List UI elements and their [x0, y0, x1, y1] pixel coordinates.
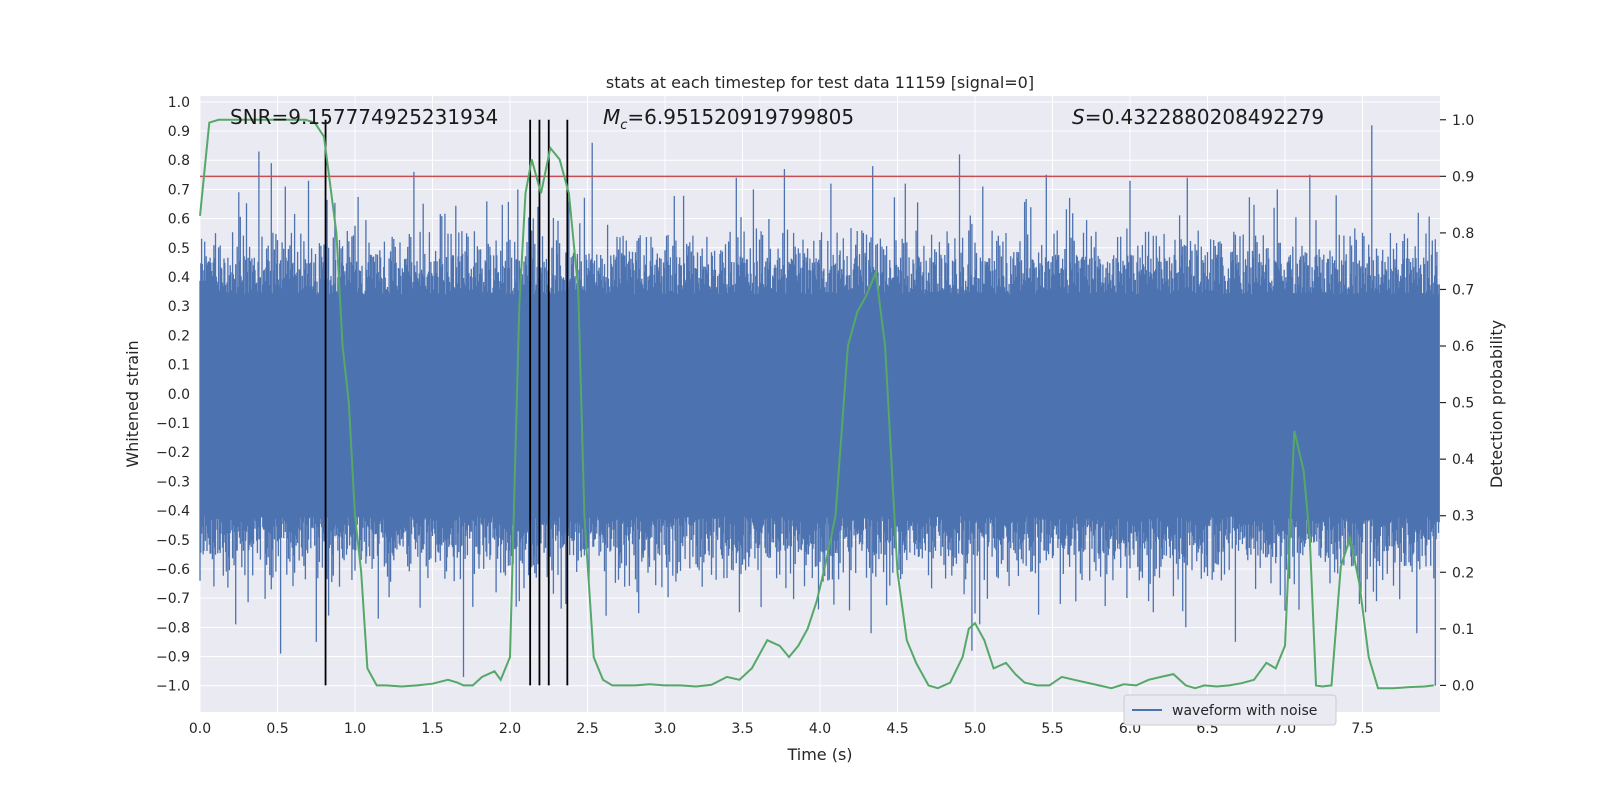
y-left-tick-label: 0.2	[168, 328, 190, 344]
y-right-tick-label: 0.0	[1452, 678, 1474, 694]
y-left-tick-label: −0.5	[156, 533, 190, 549]
x-tick-label: 3.5	[731, 721, 753, 737]
y-right-tick-label: 0.2	[1452, 565, 1474, 581]
x-tick-label: 2.0	[499, 721, 521, 737]
y-left-tick-label: 0.9	[168, 124, 190, 140]
vertical-markers	[324, 119, 569, 686]
s-annotation: S=0.4322880208492279	[1072, 105, 1324, 129]
y-right-tick-label: 0.7	[1452, 282, 1474, 298]
y-left-tick-label: −0.3	[156, 474, 190, 490]
y-left-tick-label: 0.7	[168, 182, 190, 198]
y-right-tick-label: 0.1	[1452, 622, 1474, 638]
y-left-tick-label: 0.0	[168, 387, 190, 403]
s-symbol: S	[1072, 105, 1085, 129]
detection-probability-series	[199, 118, 1434, 690]
y-left-tick-label: 0.1	[168, 358, 190, 374]
y-left-tick-label: 0.8	[168, 153, 190, 169]
y-left-axis-label: Whitened strain	[123, 340, 142, 467]
y-right-axis-label: Detection probability	[1487, 320, 1506, 488]
x-tick-label: 7.5	[1351, 721, 1373, 737]
y-right-tick-label: 0.8	[1452, 226, 1474, 242]
y-left-tick-label: −1.0	[156, 679, 190, 695]
s-value: =0.4322880208492279	[1085, 105, 1324, 129]
y-left-tick-label: 1.0	[168, 95, 190, 111]
y-right-tick-label: 0.4	[1452, 452, 1474, 468]
x-tick-label: 4.0	[809, 721, 831, 737]
y-left-tick-label: −0.4	[156, 504, 190, 520]
y-left-tick-label: −0.1	[156, 416, 190, 432]
chart-title: stats at each timestep for test data 111…	[606, 73, 1034, 92]
x-tick-label: 2.5	[576, 721, 598, 737]
mc-value: =6.951520919799805	[627, 105, 854, 129]
legend-box	[1123, 694, 1337, 726]
x-tick-label: 5.5	[1041, 721, 1063, 737]
y-left-tick-label: 0.3	[168, 299, 190, 315]
y-left-tick-label: −0.8	[156, 620, 190, 636]
y-left-tick-label: −0.7	[156, 591, 190, 607]
x-tick-label: 1.5	[421, 721, 443, 737]
legend-label: waveform with noise	[1172, 703, 1317, 719]
x-tick-label: 1.0	[344, 721, 366, 737]
x-axis-label: Time (s)	[786, 745, 852, 764]
x-tick-label: 5.0	[964, 721, 986, 737]
y-left-tick-label: 0.6	[168, 212, 190, 228]
snr-annotation: SNR=9.157774925231934	[230, 105, 498, 129]
y-right-tick-label: 1.0	[1452, 113, 1474, 129]
mc-subscript: c	[620, 118, 627, 133]
x-tick-label: 3.0	[654, 721, 676, 737]
y-left-tick-label: −0.9	[156, 650, 190, 666]
y-right-tick-label: 0.9	[1452, 169, 1474, 185]
y-right-tick-label: 0.3	[1452, 509, 1474, 525]
x-tick-label: 0.5	[266, 721, 288, 737]
y-left-tick-label: −0.6	[156, 562, 190, 578]
x-tick-label: 4.5	[886, 721, 908, 737]
mc-symbol: M	[603, 105, 620, 129]
x-tick-label: 0.0	[189, 721, 211, 737]
mc-annotation: Mc=6.951520919799805	[603, 105, 854, 133]
y-left-tick-label: 0.4	[168, 270, 190, 286]
legend: waveform with noise	[1123, 694, 1337, 726]
y-right-tick-label: 0.5	[1452, 396, 1474, 412]
y-left-tick-label: 0.5	[168, 241, 190, 257]
y-left-tick-label: −0.2	[156, 445, 190, 461]
y-right-tick-label: 0.6	[1452, 339, 1474, 355]
ticks-layer: 0.0 0.5 1.0 1.5 2.0 2.5 3.0 3.5 4.0 4.5 5.0 5.5 6.0 6…	[156, 95, 1474, 737]
